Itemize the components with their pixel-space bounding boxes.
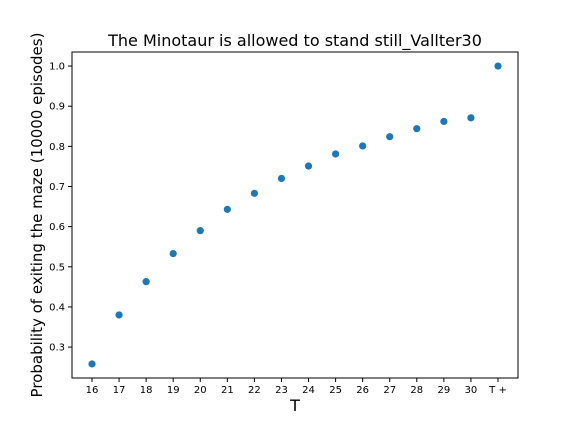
x-tick-label: 19 (167, 385, 180, 396)
y-tick-label: 0.8 (49, 142, 65, 153)
data-point (169, 249, 177, 258)
x-axis-label: T (289, 396, 300, 415)
y-tick-label: 0.4 (49, 302, 65, 313)
x-tick-label: 30 (465, 385, 478, 396)
data-point (250, 189, 258, 197)
x-tick-label: 17 (113, 385, 126, 396)
data-point (494, 62, 502, 70)
x-tick-label: 27 (383, 385, 396, 396)
x-tick-label: 29 (437, 385, 450, 396)
y-tick-label: 0.3 (49, 343, 65, 354)
x-axis: 16 17 18 19 20 21 22 23 24 25 26 27 28 29 30 T + (86, 378, 507, 396)
x-tick-label: T + (488, 385, 507, 396)
data-point (467, 114, 475, 122)
x-tick-label: 26 (356, 385, 369, 396)
data-point (359, 142, 367, 150)
x-tick-label: 23 (275, 385, 288, 396)
data-point (223, 205, 231, 213)
data-point (386, 133, 394, 141)
x-tick-label: 16 (86, 385, 99, 396)
data-point (142, 278, 150, 286)
y-tick-label: 0.7 (49, 182, 65, 193)
data-points (88, 62, 502, 368)
data-point (440, 117, 448, 126)
x-tick-label: 22 (248, 385, 261, 396)
x-tick-label: 18 (140, 385, 153, 396)
data-point (413, 125, 421, 133)
data-point (332, 150, 340, 158)
x-tick-label: 24 (302, 385, 315, 396)
y-tick-label: 1.0 (49, 62, 65, 73)
x-tick-label: 28 (410, 385, 423, 396)
x-tick-label: 25 (329, 385, 342, 396)
y-tick-label: 0.9 (49, 102, 65, 113)
y-tick-label: 0.5 (49, 262, 65, 273)
y-tick-label: 0.6 (49, 222, 65, 233)
y-axis-label: Probability of exiting the maze (10000 e… (28, 33, 46, 398)
x-tick-label: 20 (194, 385, 207, 396)
chart-title: The Minotaur is allowed to stand still_V… (107, 31, 482, 51)
data-point (304, 162, 313, 170)
data-point (196, 227, 204, 235)
data-point (115, 311, 123, 319)
data-point (88, 360, 96, 368)
y-axis: 0.3 0.4 0.5 0.6 0.7 0.8 0.9 1.0 (49, 62, 72, 354)
x-tick-label: 21 (221, 385, 234, 396)
plot-frame (71, 51, 519, 379)
data-point (277, 174, 286, 183)
